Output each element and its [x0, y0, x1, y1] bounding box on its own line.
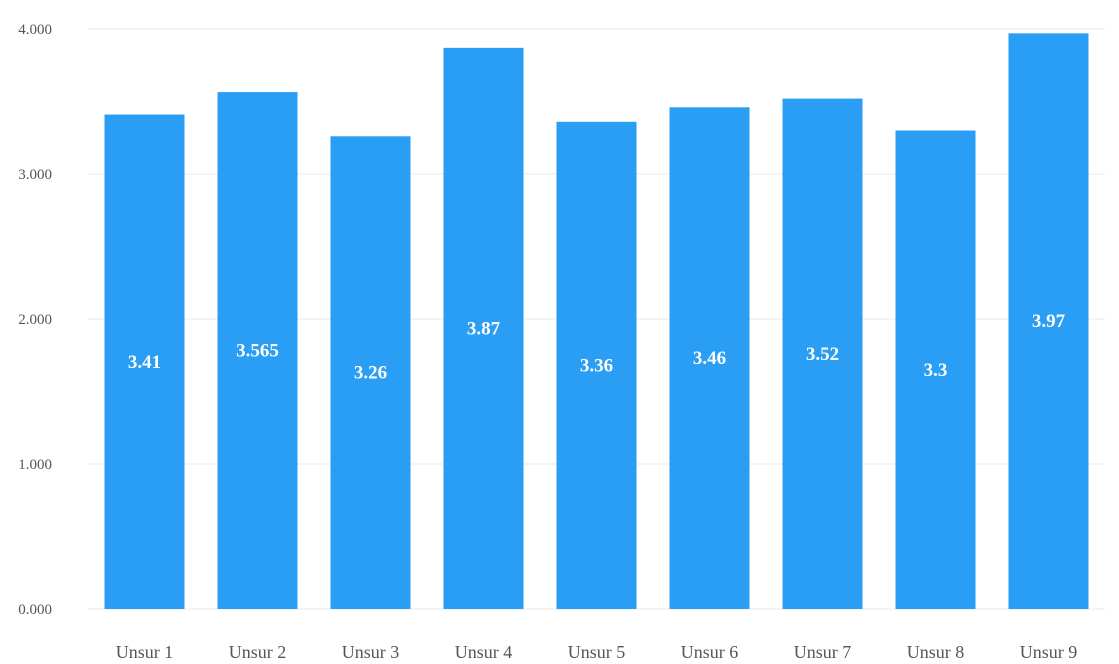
y-tick-label: 0.000: [18, 602, 52, 618]
data-label: 3.565: [236, 341, 279, 362]
bar: [217, 92, 298, 609]
data-label: 3.52: [806, 344, 839, 365]
data-labels: 3.41 3.565 3.26 3.87 3.36 3.46 3.52 3.3 3.97: [128, 311, 1066, 383]
data-label: 3.41: [128, 352, 161, 373]
x-category-label: Unsur 8: [907, 642, 965, 662]
bar: [669, 107, 750, 610]
bar: [1008, 33, 1089, 610]
bar: [443, 47, 524, 610]
y-tick-label: 1.000: [18, 457, 52, 473]
bar: [104, 114, 185, 610]
x-category-label: Unsur 1: [116, 642, 174, 662]
x-category-label: Unsur 4: [455, 642, 513, 662]
bar: [556, 121, 637, 610]
data-label: 3.26: [354, 363, 387, 384]
x-category-label: Unsur 6: [681, 642, 739, 662]
y-axis-tick-labels: 0.000 1.000 2.000 3.000 4.000: [18, 22, 52, 618]
data-label: 3.46: [693, 348, 726, 369]
x-category-label: Unsur 3: [342, 642, 400, 662]
bar: [895, 130, 976, 609]
x-axis-category-labels: Unsur 1 Unsur 2 Unsur 3 Unsur 4 Unsur 5 Unsur…: [116, 642, 1078, 662]
x-category-label: Unsur 2: [229, 642, 287, 662]
x-category-label: Unsur 9: [1020, 642, 1078, 662]
y-tick-label: 2.000: [18, 312, 52, 328]
data-label: 3.87: [467, 318, 501, 339]
y-tick-label: 3.000: [18, 167, 52, 183]
x-category-label: Unsur 7: [794, 642, 852, 662]
data-label: 3.3: [924, 360, 948, 381]
bar: [330, 136, 411, 610]
data-label: 3.36: [580, 355, 613, 376]
data-label: 3.97: [1032, 311, 1066, 332]
bar: [782, 98, 863, 609]
x-category-label: Unsur 5: [568, 642, 626, 662]
bars: [104, 33, 1089, 610]
y-tick-label: 4.000: [18, 22, 52, 38]
